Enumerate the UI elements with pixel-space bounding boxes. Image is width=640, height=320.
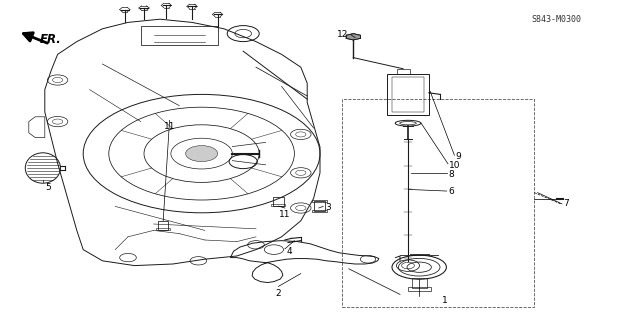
Bar <box>312 210 327 212</box>
Text: S843-M0300: S843-M0300 <box>532 15 582 24</box>
Circle shape <box>186 146 218 162</box>
Text: 5: 5 <box>45 183 51 192</box>
Bar <box>397 69 410 74</box>
Text: 10: 10 <box>449 161 461 170</box>
Bar <box>408 287 431 291</box>
Bar <box>156 228 170 230</box>
Text: 11: 11 <box>279 210 291 219</box>
Bar <box>342 99 534 307</box>
Text: 12: 12 <box>337 30 349 39</box>
Bar <box>314 201 325 211</box>
Bar <box>392 77 424 112</box>
Text: FR.: FR. <box>40 33 61 45</box>
Bar <box>412 278 427 288</box>
Text: 1: 1 <box>442 296 447 305</box>
Bar <box>158 221 168 230</box>
Text: 9: 9 <box>456 152 461 161</box>
Text: 8: 8 <box>448 170 454 179</box>
Text: 6: 6 <box>448 188 454 196</box>
Bar <box>271 204 285 206</box>
Text: 3: 3 <box>325 203 331 212</box>
Bar <box>312 200 327 202</box>
Bar <box>141 26 218 45</box>
Text: 2: 2 <box>276 289 281 298</box>
Text: 7: 7 <box>563 199 569 208</box>
Polygon shape <box>346 34 360 40</box>
Bar <box>273 197 284 206</box>
Text: 11: 11 <box>164 122 175 131</box>
Bar <box>387 74 429 115</box>
Text: 4: 4 <box>286 247 292 256</box>
